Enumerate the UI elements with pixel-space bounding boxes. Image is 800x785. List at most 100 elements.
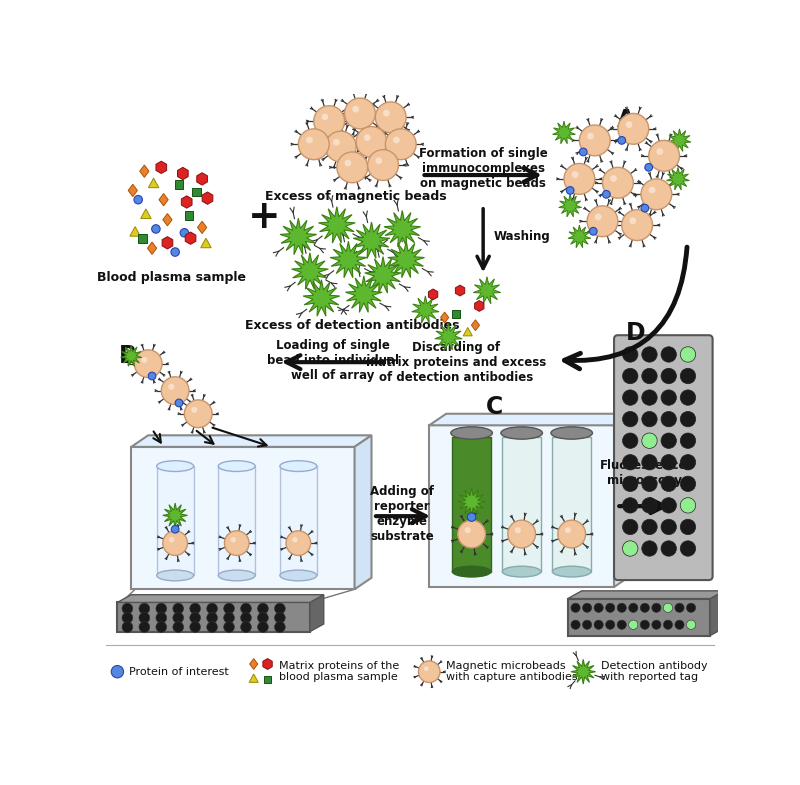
FancyBboxPatch shape [452,310,460,317]
Circle shape [180,228,189,237]
Polygon shape [429,289,438,300]
FancyBboxPatch shape [174,180,183,188]
Text: A: A [617,108,634,132]
Text: Blood plasma sample: Blood plasma sample [97,272,246,284]
Circle shape [162,377,189,404]
Circle shape [622,411,638,427]
Circle shape [661,541,677,557]
Ellipse shape [551,427,593,439]
Polygon shape [130,227,140,236]
Ellipse shape [451,427,492,439]
FancyBboxPatch shape [614,335,713,580]
Circle shape [122,612,133,623]
Text: D: D [626,321,646,345]
Polygon shape [163,214,172,226]
Circle shape [642,411,657,427]
Polygon shape [291,253,328,289]
Circle shape [175,399,183,407]
Circle shape [606,620,615,630]
Polygon shape [318,206,355,243]
Circle shape [122,622,133,633]
FancyBboxPatch shape [131,447,354,590]
Circle shape [230,537,236,542]
Circle shape [458,520,486,548]
FancyBboxPatch shape [568,598,710,636]
Circle shape [641,204,649,212]
Circle shape [111,666,123,678]
Circle shape [622,541,638,557]
Polygon shape [162,236,173,249]
Polygon shape [346,276,382,312]
Circle shape [169,537,174,542]
Circle shape [139,603,150,614]
Circle shape [564,163,595,195]
Circle shape [663,603,673,612]
Circle shape [241,612,251,623]
Circle shape [139,622,150,633]
Polygon shape [156,161,166,173]
FancyBboxPatch shape [264,676,271,683]
Polygon shape [131,436,371,447]
Polygon shape [197,173,207,185]
Polygon shape [434,323,462,350]
FancyBboxPatch shape [553,436,591,571]
Polygon shape [118,595,324,602]
Circle shape [375,102,406,133]
Circle shape [566,187,574,195]
Circle shape [142,356,147,363]
FancyBboxPatch shape [502,436,541,571]
Circle shape [629,620,638,630]
Circle shape [274,603,286,614]
Circle shape [393,137,400,144]
Circle shape [184,400,212,428]
Circle shape [629,603,638,612]
Polygon shape [571,659,595,684]
Polygon shape [163,503,187,528]
Circle shape [618,114,649,144]
Circle shape [206,603,218,614]
Ellipse shape [502,566,541,577]
Circle shape [587,133,594,140]
Circle shape [190,603,201,614]
Polygon shape [441,312,449,323]
Circle shape [206,622,218,633]
Circle shape [622,519,638,535]
Circle shape [356,126,387,157]
Circle shape [661,347,677,362]
Circle shape [680,476,696,491]
Circle shape [622,368,638,384]
Polygon shape [463,327,472,336]
Polygon shape [303,279,340,316]
Ellipse shape [157,570,194,581]
Circle shape [661,476,677,491]
Circle shape [675,603,684,612]
Text: C: C [486,395,503,418]
Polygon shape [471,319,479,330]
Circle shape [134,195,142,204]
Circle shape [191,407,198,413]
Circle shape [322,114,328,120]
Polygon shape [202,192,213,204]
Text: Matrix proteins of the
blood plasma sample: Matrix proteins of the blood plasma samp… [279,661,399,682]
Circle shape [572,171,578,178]
Polygon shape [159,194,168,206]
Circle shape [156,603,166,614]
Circle shape [582,620,592,630]
Circle shape [571,620,580,630]
Circle shape [465,528,470,533]
Circle shape [345,159,351,166]
Circle shape [622,210,653,240]
Text: Excess of magnetic beads: Excess of magnetic beads [266,191,447,203]
Circle shape [680,541,696,557]
Circle shape [171,248,179,256]
Ellipse shape [452,566,491,577]
Circle shape [594,603,603,612]
FancyBboxPatch shape [452,436,491,571]
Polygon shape [354,436,371,590]
Circle shape [680,455,696,470]
Circle shape [642,347,657,362]
Circle shape [642,433,657,448]
Circle shape [642,476,657,491]
Circle shape [649,141,679,171]
Circle shape [508,520,535,548]
